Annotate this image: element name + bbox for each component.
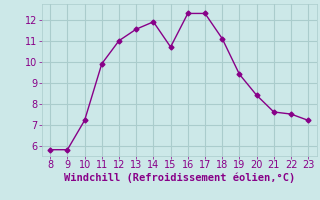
X-axis label: Windchill (Refroidissement éolien,°C): Windchill (Refroidissement éolien,°C): [64, 173, 295, 183]
